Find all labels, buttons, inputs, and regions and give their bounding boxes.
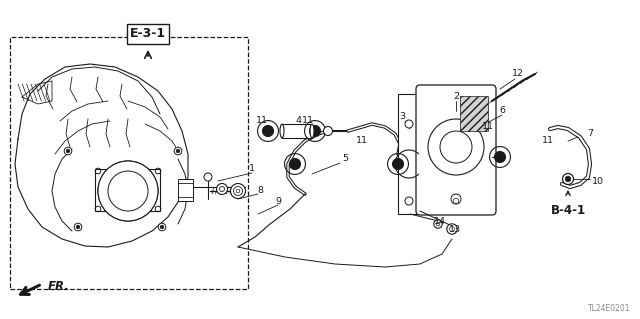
Text: 2: 2 xyxy=(453,93,459,101)
Text: 5: 5 xyxy=(342,154,348,164)
Text: 14: 14 xyxy=(434,217,446,226)
Circle shape xyxy=(76,225,80,229)
Text: 9: 9 xyxy=(275,197,281,205)
Circle shape xyxy=(405,120,413,128)
Circle shape xyxy=(108,171,148,211)
Circle shape xyxy=(74,223,82,231)
Circle shape xyxy=(405,197,413,205)
Circle shape xyxy=(158,223,166,231)
Circle shape xyxy=(565,176,571,182)
Circle shape xyxy=(66,149,70,153)
Text: 8: 8 xyxy=(257,187,263,196)
Text: B-4-1: B-4-1 xyxy=(550,204,586,218)
Circle shape xyxy=(428,119,484,175)
Text: 11: 11 xyxy=(356,137,368,145)
Circle shape xyxy=(118,181,138,201)
Circle shape xyxy=(176,149,180,153)
Circle shape xyxy=(160,225,164,229)
Circle shape xyxy=(174,147,182,155)
Text: FR.: FR. xyxy=(48,280,70,293)
Circle shape xyxy=(230,183,246,198)
Circle shape xyxy=(262,125,273,137)
Text: 11: 11 xyxy=(302,116,314,125)
Circle shape xyxy=(447,224,457,234)
Bar xyxy=(282,124,312,138)
Circle shape xyxy=(563,174,573,184)
Text: 6: 6 xyxy=(499,107,505,115)
Text: E-3-1: E-3-1 xyxy=(130,27,166,41)
Circle shape xyxy=(440,131,472,163)
Circle shape xyxy=(98,161,158,221)
Bar xyxy=(178,179,193,201)
Text: 1: 1 xyxy=(249,165,255,174)
Text: 13: 13 xyxy=(449,225,461,234)
Circle shape xyxy=(234,187,243,196)
Bar xyxy=(460,96,488,131)
Ellipse shape xyxy=(310,124,314,138)
Bar xyxy=(398,94,420,214)
Text: 11: 11 xyxy=(256,116,268,125)
Circle shape xyxy=(98,161,158,221)
Circle shape xyxy=(310,125,321,137)
Bar xyxy=(10,37,248,289)
Circle shape xyxy=(236,189,240,193)
Text: 7: 7 xyxy=(587,130,593,138)
Circle shape xyxy=(216,183,227,195)
FancyBboxPatch shape xyxy=(416,85,496,215)
Circle shape xyxy=(289,159,301,169)
Circle shape xyxy=(106,169,150,213)
Circle shape xyxy=(434,220,442,228)
Text: 3: 3 xyxy=(399,113,405,122)
Ellipse shape xyxy=(280,124,284,138)
FancyBboxPatch shape xyxy=(95,169,160,211)
Text: 4: 4 xyxy=(295,116,301,125)
Text: 11: 11 xyxy=(542,137,554,145)
Circle shape xyxy=(323,127,333,136)
Circle shape xyxy=(64,147,72,155)
Text: TL24E0201: TL24E0201 xyxy=(588,304,630,313)
Text: 12: 12 xyxy=(512,70,524,78)
Text: 11: 11 xyxy=(482,122,494,131)
Circle shape xyxy=(495,152,506,162)
Circle shape xyxy=(392,159,403,169)
Circle shape xyxy=(204,173,212,181)
Circle shape xyxy=(451,194,461,204)
Text: 10: 10 xyxy=(592,176,604,186)
